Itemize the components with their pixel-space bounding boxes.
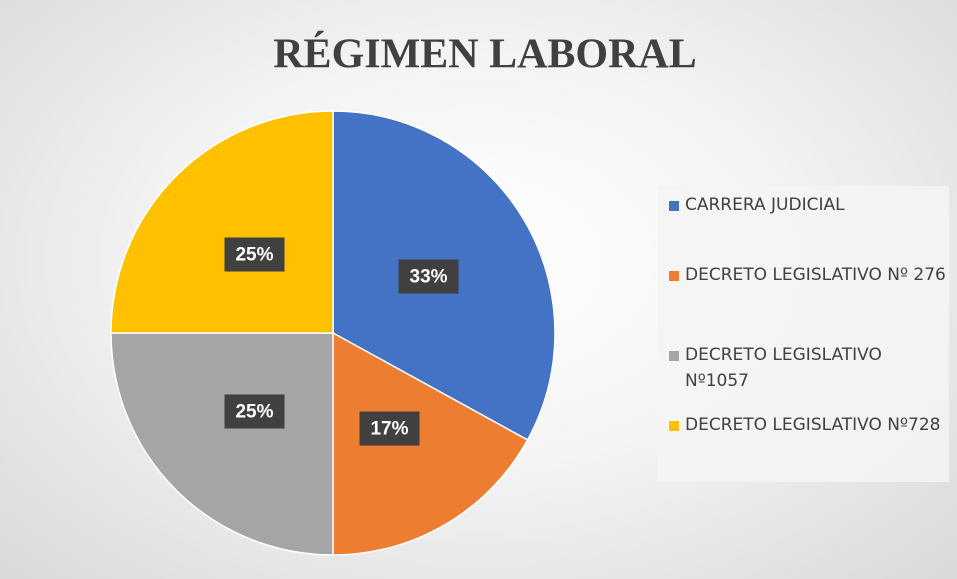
legend: CARRERA JUDICIAL DECRETO LEGISLATIVO Nº 2… bbox=[657, 186, 949, 482]
legend-item: DECRETO LEGISLATIVO Nº1057 bbox=[665, 342, 947, 394]
legend-swatch bbox=[669, 421, 679, 431]
data-label-box bbox=[224, 394, 285, 429]
data-label: 33% bbox=[398, 259, 459, 294]
pie-slice bbox=[110, 110, 334, 334]
data-label-box bbox=[359, 411, 420, 446]
legend-label: DECRETO LEGISLATIVO Nº728 bbox=[685, 415, 941, 435]
data-label: 25% bbox=[224, 237, 285, 272]
legend-item: DECRETO LEGISLATIVO Nº728 bbox=[665, 412, 947, 438]
data-label-text: 25% bbox=[235, 245, 273, 266]
pie-slice bbox=[110, 332, 334, 556]
pie-slice bbox=[332, 331, 529, 556]
legend-item: CARRERA JUDICIAL bbox=[665, 192, 947, 218]
legend-label: DECRETO LEGISLATIVO Nº1057 bbox=[685, 345, 882, 391]
chart-title: RÉGIMEN LABORAL bbox=[273, 31, 697, 78]
data-label-text: 17% bbox=[370, 419, 408, 440]
legend-swatch bbox=[669, 351, 679, 361]
legend-label: DECRETO LEGISLATIVO Nº 276 bbox=[685, 265, 946, 285]
legend-item: DECRETO LEGISLATIVO Nº 276 bbox=[665, 262, 947, 288]
data-label-box bbox=[398, 259, 459, 294]
legend-swatch bbox=[669, 271, 679, 281]
data-label-text: 33% bbox=[410, 267, 448, 288]
legend-label: CARRERA JUDICIAL bbox=[685, 195, 845, 215]
legend-swatch bbox=[669, 201, 679, 211]
data-label-box bbox=[224, 237, 285, 272]
data-label: 25% bbox=[224, 394, 285, 429]
data-label-text: 25% bbox=[235, 402, 273, 423]
data-label: 17% bbox=[359, 411, 420, 446]
